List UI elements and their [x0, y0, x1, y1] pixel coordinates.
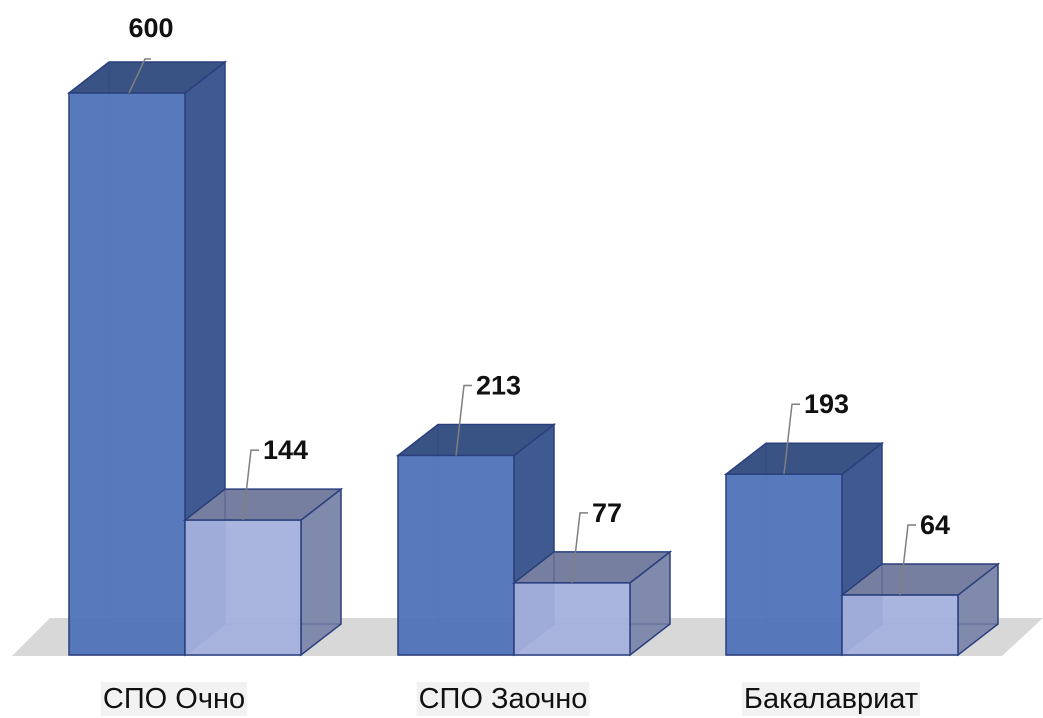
leader-line — [571, 512, 588, 583]
value-text: 64 — [920, 510, 950, 540]
category-text: СПО Заочно — [419, 683, 588, 715]
leader-line — [128, 58, 151, 94]
value-label-2-1: 64 — [899, 510, 950, 596]
category-label-bg — [741, 682, 921, 716]
leader-line — [783, 403, 800, 475]
value-text: 77 — [592, 498, 622, 528]
bar-front — [725, 473, 843, 656]
value-text: 144 — [263, 435, 308, 465]
bar-front — [68, 92, 186, 656]
category-label-bg — [416, 682, 590, 716]
value-text: 600 — [128, 13, 173, 43]
value-text: 193 — [804, 389, 849, 419]
category-label-bg — [100, 682, 248, 716]
category-text: Бакалавриат — [744, 683, 918, 715]
category-label-2: Бакалавриат — [741, 682, 921, 716]
value-label-0-0: 600 — [128, 13, 174, 94]
bar-front — [184, 519, 302, 656]
value-text: 213 — [476, 370, 521, 400]
category-label-1: СПО Заочно — [416, 682, 590, 716]
leader-line — [242, 449, 259, 521]
value-labels: 600 144 213 77 193 64 — [128, 13, 950, 596]
bar-2-1 — [839, 562, 1001, 657]
value-label-1-1: 77 — [571, 498, 622, 583]
value-label-0-1: 144 — [242, 435, 308, 521]
bar-front — [841, 594, 959, 656]
bar-0-1 — [182, 487, 344, 657]
value-label-2-0: 193 — [783, 389, 849, 475]
value-label-1-0: 213 — [455, 370, 521, 456]
bar-front — [397, 454, 515, 656]
category-text: СПО Очно — [103, 683, 245, 715]
leader-line — [455, 384, 472, 456]
category-labels: СПО Очно СПО Заочно Бакалавриат — [100, 682, 921, 716]
bar-front — [513, 582, 631, 656]
category-label-0: СПО Очно — [100, 682, 248, 716]
bar-1-1 — [511, 550, 673, 657]
leader-line — [899, 524, 916, 596]
bars-layer — [66, 60, 1001, 657]
